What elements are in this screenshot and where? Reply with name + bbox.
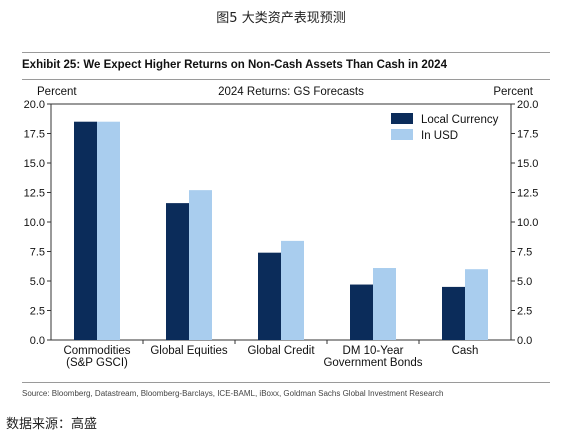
y-tick-label-left: 17.5 bbox=[24, 129, 45, 141]
legend-swatch bbox=[391, 113, 413, 124]
bar-local-currency bbox=[258, 252, 281, 340]
y-tick-label-right: 5.0 bbox=[517, 276, 532, 288]
y-tick-label-left: 15.0 bbox=[24, 158, 45, 170]
y-axis-label-left: Percent bbox=[37, 86, 77, 98]
y-tick-label-right: 0.0 bbox=[517, 335, 532, 347]
x-tick-label: DM 10-Year bbox=[343, 345, 404, 357]
y-tick-label-right: 15.0 bbox=[517, 158, 538, 170]
bar-local-currency bbox=[442, 286, 465, 340]
legend-swatch bbox=[391, 129, 413, 140]
source-rule bbox=[22, 382, 550, 383]
bar-in-usd bbox=[465, 269, 488, 340]
x-tick-label: Global Equities bbox=[150, 345, 228, 357]
y-axis-label-right: Percent bbox=[493, 86, 533, 98]
y-tick-label-left: 20.0 bbox=[24, 99, 45, 111]
y-tick-label-left: 5.0 bbox=[30, 276, 45, 288]
source-note: Source: Bloomberg, Datastream, Bloomberg… bbox=[22, 389, 444, 398]
top-rule bbox=[22, 52, 550, 53]
y-tick-label-right: 20.0 bbox=[517, 99, 538, 111]
x-tick-label: Global Credit bbox=[247, 345, 315, 357]
chart-title: 2024 Returns: GS Forecasts bbox=[218, 86, 364, 98]
y-tick-label-left: 0.0 bbox=[30, 335, 45, 347]
x-tick-label: (S&P GSCI) bbox=[66, 357, 128, 369]
data-source-label: 数据来源：高盛 bbox=[6, 417, 98, 432]
bar-in-usd bbox=[97, 121, 120, 340]
bar-local-currency bbox=[74, 121, 97, 340]
y-tick-label-right: 2.5 bbox=[517, 306, 532, 318]
legend-label: In USD bbox=[421, 130, 458, 142]
exhibit-header: Exhibit 25: We Expect Higher Returns on … bbox=[22, 52, 550, 80]
y-tick-label-right: 17.5 bbox=[517, 129, 538, 141]
x-tick-label: Cash bbox=[452, 345, 479, 357]
y-tick-label-right: 12.5 bbox=[517, 188, 538, 200]
y-tick-label-right: 10.0 bbox=[517, 217, 538, 229]
y-tick-label-left: 10.0 bbox=[24, 217, 45, 229]
legend-label: Local Currency bbox=[421, 114, 499, 126]
exhibit-title: Exhibit 25: We Expect Higher Returns on … bbox=[22, 59, 447, 71]
y-tick-label-left: 7.5 bbox=[30, 247, 45, 259]
x-tick-label: Government Bonds bbox=[323, 357, 422, 369]
bar-in-usd bbox=[281, 240, 304, 340]
title-rule bbox=[22, 79, 550, 80]
figure-caption: 图5 大类资产表现预测 bbox=[216, 11, 346, 26]
bar-in-usd bbox=[373, 268, 396, 340]
bar-local-currency bbox=[166, 203, 189, 340]
bar-local-currency bbox=[350, 284, 373, 340]
x-tick-label: Commodities bbox=[63, 345, 130, 357]
y-tick-label-right: 7.5 bbox=[517, 247, 532, 259]
y-tick-label-left: 2.5 bbox=[30, 306, 45, 318]
bar-in-usd bbox=[189, 190, 212, 340]
y-tick-label-left: 12.5 bbox=[24, 188, 45, 200]
